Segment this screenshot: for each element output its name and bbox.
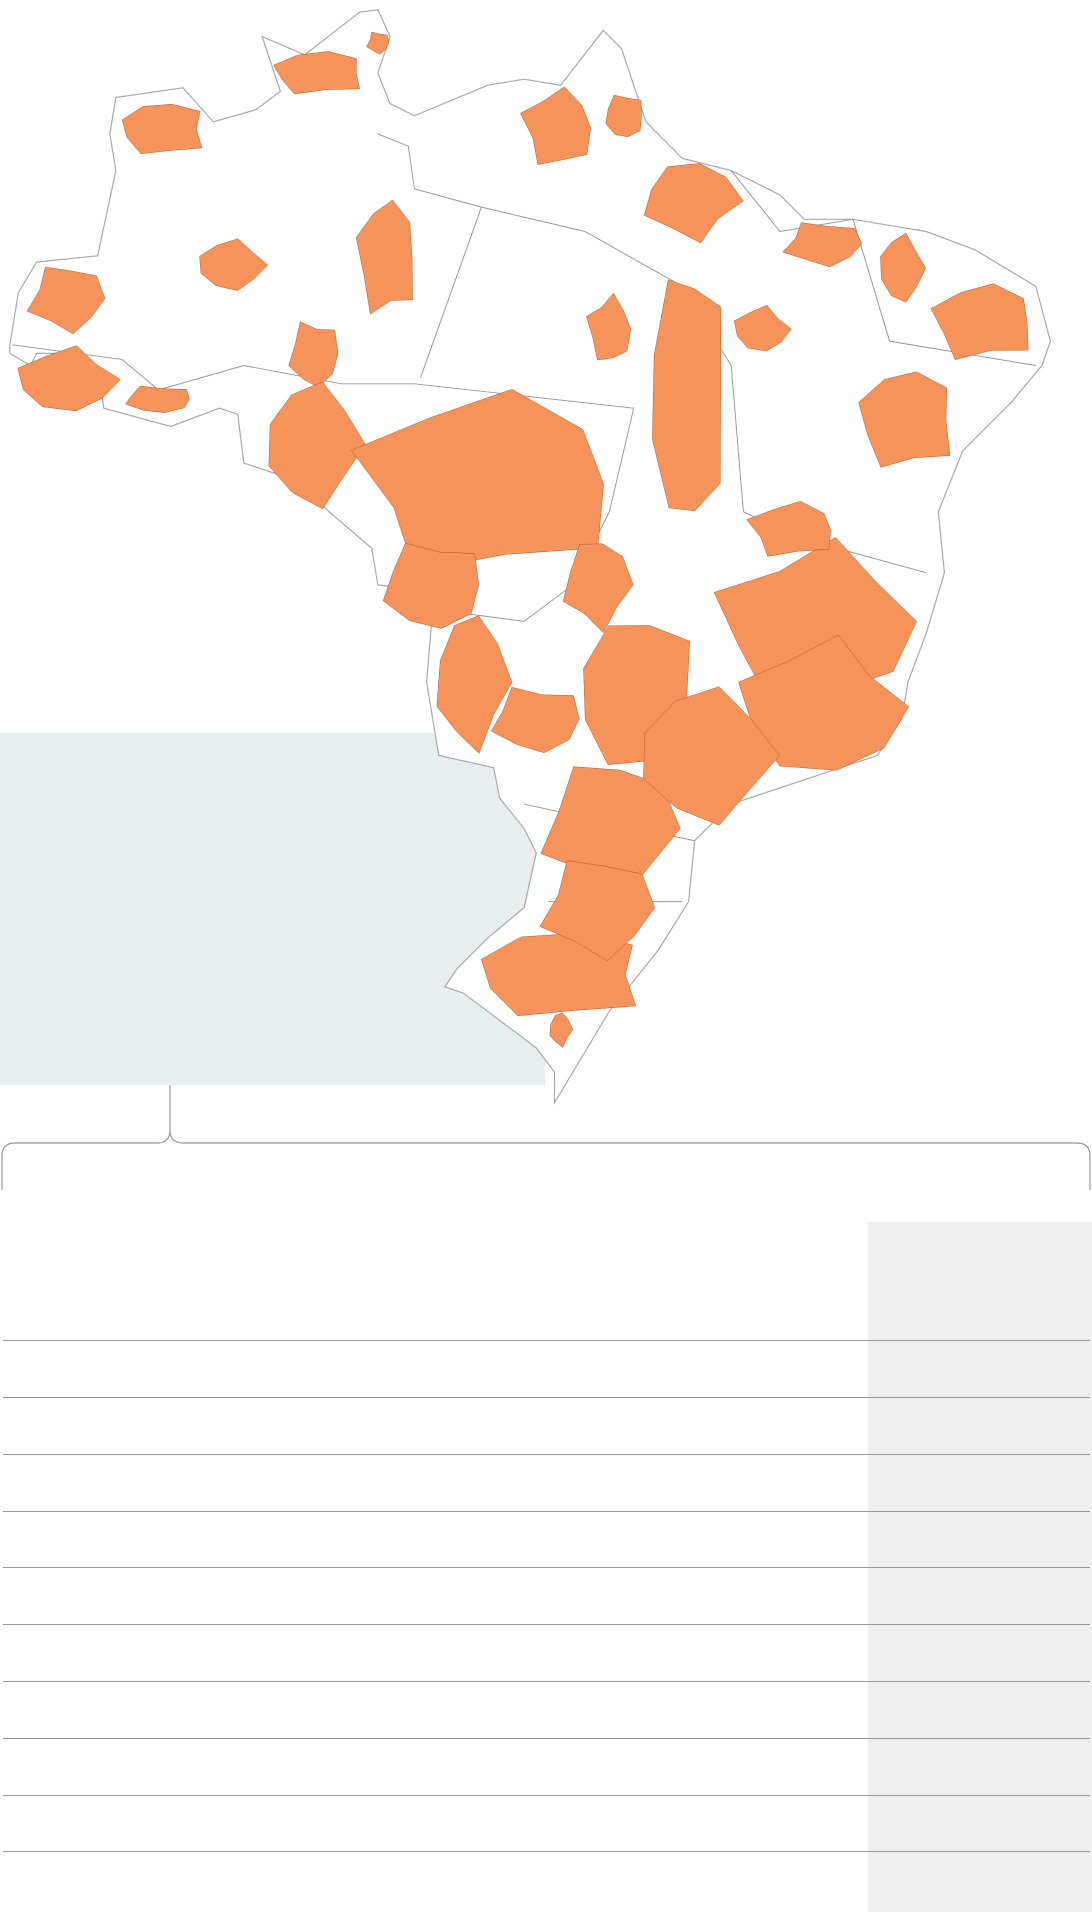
highlighted-region <box>288 321 339 388</box>
table-row <box>3 1511 1090 1512</box>
table-row <box>3 1851 1090 1852</box>
highlighted-region <box>562 543 634 634</box>
highlighted-region <box>652 279 722 512</box>
bracket-connector <box>1 1085 1091 1190</box>
highlighted-region <box>268 381 366 510</box>
inset-panel <box>0 733 545 1085</box>
highlighted-region <box>549 1012 574 1048</box>
highlighted-region <box>858 371 951 468</box>
table-row <box>3 1738 1090 1739</box>
highlighted-region <box>643 686 780 826</box>
highlighted-region <box>17 345 121 412</box>
highlighted-region <box>738 634 910 771</box>
highlighted-region <box>382 542 479 629</box>
highlighted-region <box>355 199 413 315</box>
table-row <box>3 1567 1090 1568</box>
table-row <box>3 1454 1090 1455</box>
highlighted-region <box>520 86 591 165</box>
highlighted-region <box>125 385 190 413</box>
data-table <box>0 1190 1092 1912</box>
table-row <box>3 1795 1090 1796</box>
country-outline <box>9 9 1052 1105</box>
highlighted-region <box>586 292 632 361</box>
highlighted-region <box>746 501 831 557</box>
highlighted-region <box>930 283 1029 360</box>
highlighted-region <box>643 163 744 244</box>
highlighted-region <box>350 389 604 572</box>
highlighted-region <box>273 51 361 95</box>
highlighted-region <box>880 232 927 303</box>
highlighted-region <box>539 860 656 962</box>
table-row <box>3 1624 1090 1625</box>
highlighted-municipalities <box>17 31 1029 1048</box>
highlighted-region <box>490 686 580 754</box>
highlighted-region <box>733 304 792 352</box>
table-row <box>3 1681 1090 1682</box>
bracket-line <box>1 1085 1091 1190</box>
highlighted-region <box>199 238 269 291</box>
table-row <box>3 1340 1090 1341</box>
table-row <box>3 1397 1090 1398</box>
highlighted-region <box>366 31 390 55</box>
highlighted-region <box>26 266 106 335</box>
highlighted-region <box>605 94 642 137</box>
brazil-municipality-map <box>9 9 1052 1105</box>
highlighted-region <box>436 615 513 754</box>
highlighted-region <box>782 222 862 268</box>
highlighted-region <box>121 103 203 155</box>
